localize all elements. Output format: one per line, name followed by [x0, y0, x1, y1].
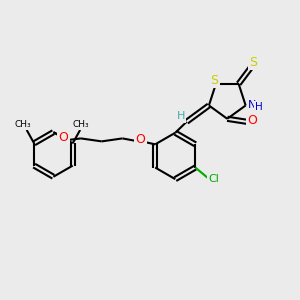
Text: O: O	[247, 114, 257, 127]
Text: O: O	[135, 133, 145, 146]
Text: O: O	[59, 131, 69, 144]
Text: S: S	[250, 56, 257, 69]
Text: N: N	[248, 100, 256, 110]
Text: CH₃: CH₃	[15, 120, 32, 129]
Text: Cl: Cl	[208, 174, 219, 184]
Text: H: H	[176, 111, 185, 122]
Text: CH₃: CH₃	[72, 120, 89, 129]
Text: H: H	[255, 102, 263, 112]
Text: S: S	[210, 74, 218, 87]
